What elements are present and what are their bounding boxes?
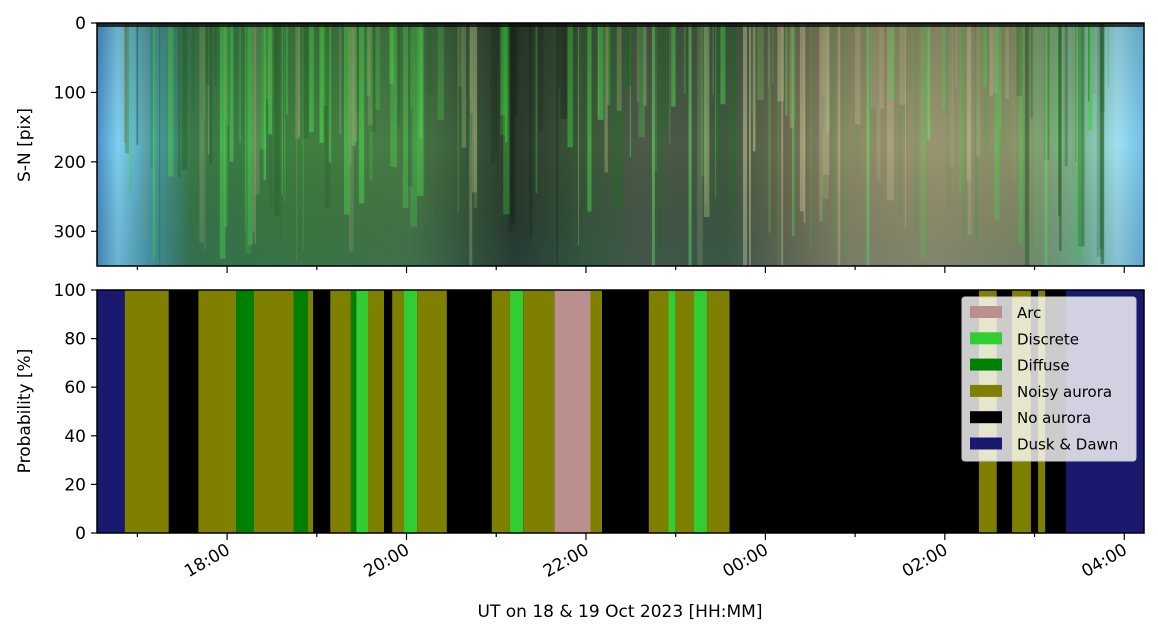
probability-segment — [729, 290, 979, 533]
probability-y-tick-label: 20 — [64, 475, 86, 495]
legend-swatch — [970, 384, 1002, 397]
legend-swatch — [970, 358, 1002, 371]
probability-y-tick-label: 80 — [64, 330, 86, 350]
probability-x-tick-label: 02:00 — [899, 540, 951, 582]
keogram-panel: 0 100 200 300 S-N [pix] — [15, 14, 1145, 273]
probability-segment — [168, 290, 199, 533]
probability-segment — [307, 290, 314, 533]
legend-label: Dusk & Dawn — [1017, 436, 1118, 454]
keogram-x-ticks — [136, 266, 1125, 273]
probability-segment — [554, 290, 591, 533]
keogram-frame — [96, 22, 1145, 267]
x-axis-title: UT on 18 & 19 Oct 2023 [HH:MM] — [478, 602, 763, 622]
probability-x-tick-label: 20:00 — [361, 540, 413, 582]
probability-x-tick-label: 22:00 — [540, 540, 592, 582]
probability-segment — [523, 290, 555, 533]
probability-x-tick-label: 00:00 — [719, 540, 771, 582]
probability-segment — [509, 290, 524, 533]
probability-segment — [693, 290, 708, 533]
probability-segment — [236, 290, 254, 533]
legend-swatch — [970, 411, 1002, 424]
keogram-image — [97, 23, 1144, 266]
probability-segment — [392, 290, 404, 533]
probability-segment — [446, 290, 492, 533]
keogram-y-tick-label: 0 — [75, 14, 86, 34]
legend-swatch — [970, 332, 1002, 345]
keogram-y-tick-label: 200 — [54, 153, 86, 173]
probability-segment — [293, 290, 308, 533]
probability-segment — [384, 290, 393, 533]
probability-y-tick-label: 100 — [54, 281, 86, 301]
legend-label: Noisy aurora — [1017, 383, 1112, 401]
keogram-y-tick-label: 300 — [54, 222, 86, 242]
legend: Arc Discrete Diffuse Noisy aurora No aurora D… — [961, 296, 1137, 462]
probability-segment — [124, 290, 169, 533]
keogram-top-edge — [97, 23, 1144, 27]
legend-box — [961, 296, 1137, 462]
probability-y-ticks: 0 20 40 60 80 100 — [54, 281, 97, 544]
legend-label: Discrete — [1017, 330, 1079, 348]
probability-segment — [668, 290, 676, 533]
probability-segment — [675, 290, 694, 533]
probability-segment — [198, 290, 237, 533]
probability-segment — [417, 290, 447, 533]
probability-y-axis-title: Probability [%] — [15, 349, 35, 474]
probability-x-ticks: 18:00 20:00 22:00 00:00 02:00 04:00 — [136, 533, 1131, 582]
probability-segment — [590, 290, 603, 533]
probability-segment — [602, 290, 649, 533]
probability-segment — [254, 290, 294, 533]
legend-label: No aurora — [1017, 409, 1091, 427]
probability-panel: 0 20 40 60 80 100 18:00 20:00 22:00 00:00 02:00 04… — [15, 281, 1145, 622]
legend-label: Arc — [1017, 304, 1041, 322]
legend-swatch — [970, 306, 1002, 318]
probability-segment — [356, 290, 368, 533]
keogram-y-tick-label: 100 — [54, 83, 86, 103]
legend-label: Diffuse — [1017, 357, 1070, 375]
probability-frame — [96, 289, 1145, 534]
probability-segments — [97, 290, 1144, 533]
probability-segment — [97, 290, 125, 533]
probability-segment — [313, 290, 331, 533]
probability-segment — [707, 290, 730, 533]
keogram-y-axis-title: S-N [pix] — [15, 108, 35, 182]
probability-segment — [491, 290, 510, 533]
probability-segment — [367, 290, 384, 533]
legend-swatch — [970, 437, 1002, 450]
probability-segment — [403, 290, 418, 533]
probability-segment — [648, 290, 669, 533]
probability-y-tick-label: 60 — [64, 378, 86, 398]
probability-segment — [350, 290, 357, 533]
keogram-shade — [97, 23, 1144, 266]
probability-y-tick-label: 40 — [64, 427, 86, 447]
legend-items: Arc Discrete Diffuse Noisy aurora No aurora D… — [970, 304, 1118, 454]
keogram-y-ticks: 0 100 200 300 — [54, 14, 97, 242]
probability-x-tick-label: 18:00 — [181, 540, 233, 582]
probability-y-tick-label: 0 — [75, 524, 86, 544]
probability-segment — [330, 290, 351, 533]
probability-x-tick-label: 04:00 — [1078, 540, 1130, 582]
